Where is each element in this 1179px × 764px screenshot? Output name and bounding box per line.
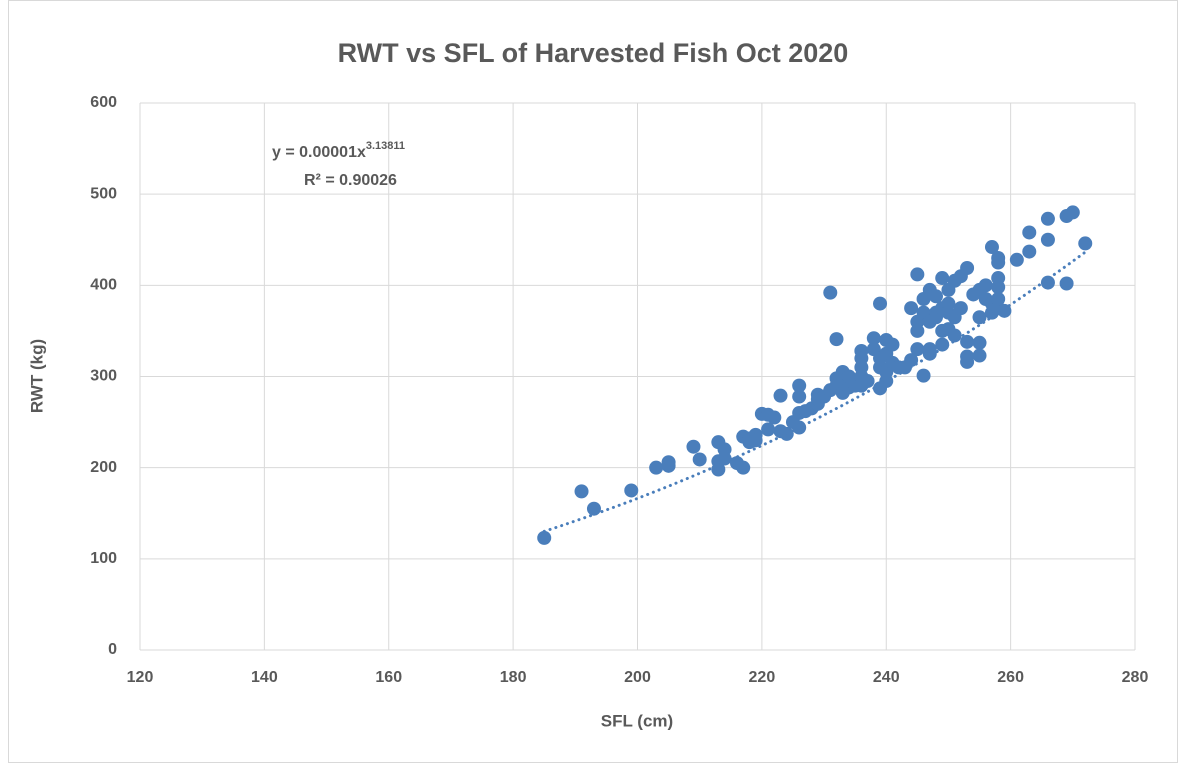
- scatter-point: [717, 451, 732, 466]
- chart-frame: [8, 0, 1178, 763]
- scatter-point: [972, 335, 987, 350]
- scatter-point: [773, 388, 788, 403]
- x-tick-label: 220: [749, 669, 776, 686]
- scatter-point: [823, 285, 838, 300]
- scatter-point: [935, 271, 950, 286]
- scatter-point: [574, 484, 589, 499]
- scatter-point: [997, 303, 1012, 318]
- scatter-point: [866, 331, 881, 346]
- scatter-point: [991, 255, 1006, 270]
- scatter-point: [1022, 225, 1037, 240]
- scatter-point: [792, 389, 807, 404]
- chart-title: RWT vs SFL of Harvested Fish Oct 2020: [338, 38, 849, 68]
- scatter-point: [929, 289, 943, 304]
- scatter-point: [910, 323, 925, 338]
- scatter-point: [885, 337, 900, 352]
- equation-text: y = 0.00001x: [272, 144, 366, 161]
- scatter-point: [916, 368, 931, 383]
- y-tick-label: 600: [90, 94, 117, 111]
- scatter-point: [972, 310, 987, 325]
- y-tick-label: 0: [108, 641, 117, 658]
- x-tick-label: 140: [251, 669, 278, 686]
- scatter-point: [767, 410, 782, 425]
- scatter-point: [1009, 252, 1024, 267]
- scatter-point: [960, 334, 975, 349]
- y-tick-label: 400: [90, 277, 117, 294]
- y-tick-label: 100: [90, 550, 117, 567]
- scatter-point: [873, 296, 888, 311]
- scatter-point: [1040, 232, 1055, 247]
- scatter-point: [661, 455, 676, 470]
- scatter-point: [692, 452, 707, 467]
- y-axis-title: RWT (kg): [27, 339, 46, 413]
- scatter-point: [736, 460, 751, 475]
- x-tick-label: 240: [873, 669, 900, 686]
- scatter-point: [792, 378, 807, 393]
- plot: [537, 205, 1093, 545]
- scatter-point: [1078, 236, 1093, 251]
- equation-exponent: 3.13811: [366, 140, 405, 152]
- scatter-point: [537, 530, 552, 545]
- x-tick-label: 200: [624, 669, 651, 686]
- scatter-point: [960, 261, 975, 276]
- scatter-point: [1040, 211, 1055, 226]
- x-tick-label: 180: [500, 669, 527, 686]
- scatter-point: [1022, 244, 1037, 259]
- y-tick-label: 200: [90, 459, 117, 476]
- scatter-point: [984, 240, 999, 255]
- scatter-point: [649, 460, 664, 475]
- x-axis-title: SFL (cm): [601, 711, 673, 730]
- scatter-point: [972, 348, 987, 363]
- scatter-point: [910, 267, 925, 282]
- scatter-point: [904, 353, 919, 368]
- scatter-point: [1065, 205, 1080, 220]
- scatter-point: [922, 342, 937, 357]
- scatter-point: [960, 354, 975, 369]
- scatter-point: [748, 433, 763, 448]
- scatter-point: [904, 301, 919, 316]
- scatter-point: [829, 332, 844, 347]
- r-squared: R² = 0.90026: [304, 172, 397, 189]
- x-tick-label: 160: [375, 669, 402, 686]
- scatter-point: [978, 278, 993, 293]
- scatter-point: [935, 337, 950, 352]
- x-tick-label: 280: [1122, 669, 1149, 686]
- scatter-point: [624, 483, 639, 498]
- y-tick-label: 500: [90, 185, 117, 202]
- scatter-point: [761, 422, 776, 437]
- scatter-point: [686, 439, 701, 454]
- scatter-point: [1059, 276, 1074, 291]
- x-tick-label: 120: [127, 669, 154, 686]
- scatter-point: [860, 374, 875, 389]
- trendline-equation: y = 0.00001x3.13811: [272, 140, 405, 161]
- x-tick-label: 260: [997, 669, 1024, 686]
- scatter-point: [910, 342, 925, 357]
- scatter-point: [953, 301, 968, 316]
- y-tick-label: 300: [90, 368, 117, 385]
- scatter-point: [947, 328, 962, 343]
- scatter-point: [991, 280, 1006, 295]
- scatter-point: [1040, 275, 1055, 290]
- trendline: [542, 250, 1087, 533]
- scatter-point: [586, 501, 601, 516]
